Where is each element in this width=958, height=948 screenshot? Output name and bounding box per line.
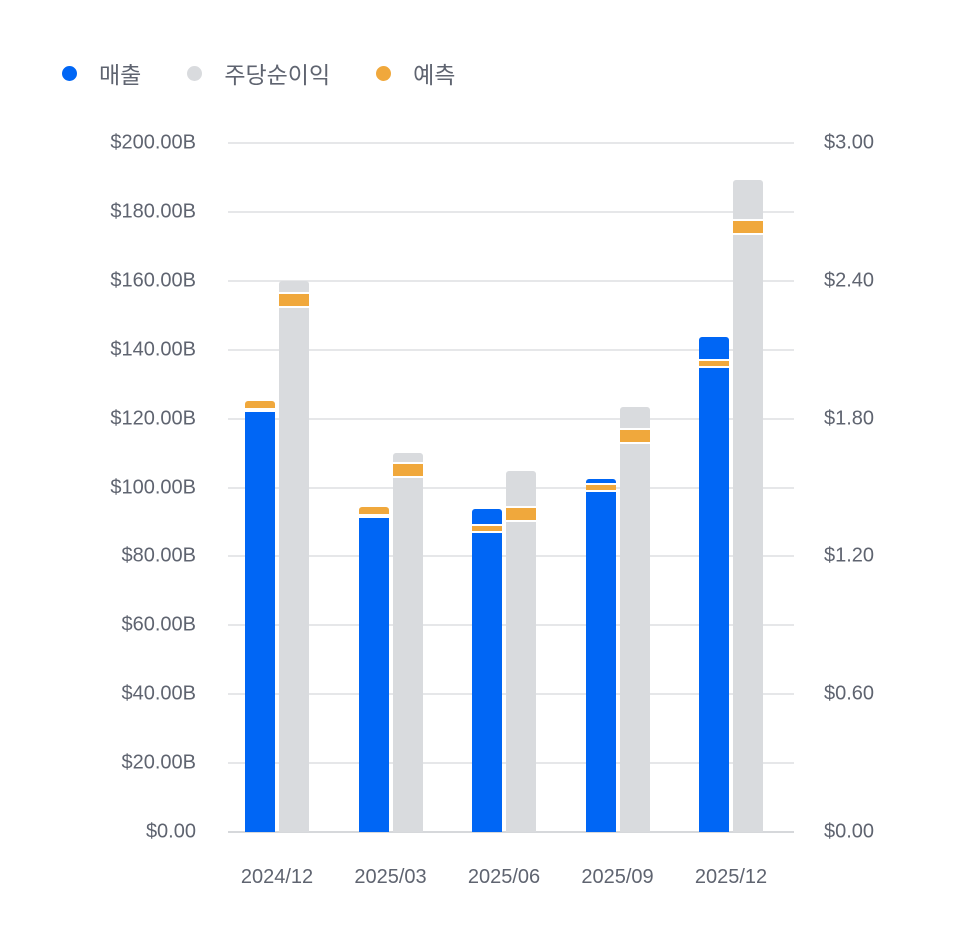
y-axis-right-tick: $0.60: [824, 682, 875, 705]
forecast-segment: [279, 294, 309, 307]
revenue-bar[interactable]: [585, 478, 616, 832]
bar-segment: [585, 478, 616, 483]
gridline: [228, 142, 794, 144]
revenue-bar[interactable]: [358, 507, 389, 832]
bar-segment: [392, 453, 423, 463]
y-axis-left-tick: $160.00B: [110, 269, 196, 292]
y-axis-left-tick: $40.00B: [121, 682, 196, 705]
legend-label: 예측: [413, 63, 456, 89]
bar-segment: [699, 367, 729, 832]
legend-label: 주당순이익: [224, 63, 331, 89]
bar-segment: [619, 443, 650, 832]
revenue-bar[interactable]: [245, 401, 275, 832]
forecast-segment: [619, 429, 650, 442]
forecast-segment: [392, 464, 423, 476]
eps-bar[interactable]: [392, 453, 423, 832]
forecast-segment: [699, 361, 729, 366]
bar-segment: [472, 508, 502, 524]
bar-segment: [619, 407, 650, 428]
y-axis-right-tick: $0.00: [824, 820, 875, 843]
eps-bar[interactable]: [733, 179, 763, 832]
y-axis-left-tick: $20.00B: [121, 751, 196, 774]
revenue-bar[interactable]: [472, 508, 502, 832]
y-axis-right-tick: $1.80: [824, 407, 875, 430]
x-axis-tick: 2025/12: [694, 866, 768, 888]
y-axis-left-tick: $60.00B: [121, 613, 196, 636]
bar-segment: [699, 336, 729, 359]
legend-label: 매출: [99, 63, 142, 89]
eps-bar[interactable]: [506, 471, 536, 832]
bar-segment: [279, 280, 309, 293]
y-axis-right-tick: $2.40: [824, 269, 875, 292]
bar-segment: [506, 521, 536, 832]
legend-dot-icon: [187, 65, 203, 81]
y-axis-left-tick: $180.00B: [110, 200, 196, 223]
y-axis-left-tick: $80.00B: [121, 544, 196, 567]
eps-bar[interactable]: [279, 280, 309, 832]
bar-segment: [279, 308, 309, 832]
legend-item-revenue[interactable]: 매출: [62, 56, 141, 90]
gridline: [228, 210, 794, 213]
forecast-segment: [358, 507, 389, 514]
legend-item-forecast[interactable]: 예측: [376, 56, 455, 90]
chart-legend: 매출 주당순이익 예측: [62, 56, 501, 90]
y-axis-left-tick: $100.00B: [110, 476, 196, 498]
x-axis-line: [228, 831, 794, 833]
y-axis-right-tick: $1.20: [824, 544, 875, 567]
bar-segment: [506, 471, 536, 506]
bar-segment: [245, 411, 275, 832]
forecast-segment: [245, 401, 275, 408]
eps-bar[interactable]: [619, 407, 650, 832]
legend-item-eps[interactable]: 주당순이익: [187, 56, 330, 90]
gridline: [228, 417, 794, 420]
forecast-segment: [472, 526, 502, 531]
bar-segment: [392, 478, 423, 832]
legend-dot-icon: [62, 65, 77, 81]
bar-segment: [733, 234, 763, 832]
y-axis-left-tick: $120.00B: [110, 407, 196, 430]
x-axis-tick: 2024/12: [240, 866, 314, 888]
gridline: [228, 279, 794, 282]
y-axis-right-tick: $3.00: [824, 131, 875, 154]
bar-segment: [358, 518, 389, 832]
gridline: [228, 348, 794, 351]
forecast-segment: [733, 220, 763, 233]
x-axis-tick: 2025/06: [467, 866, 541, 888]
bar-segment: [733, 179, 763, 219]
y-axis-left-tick: $140.00B: [110, 338, 196, 361]
y-axis-left-tick: $0.00: [145, 820, 196, 843]
legend-dot-icon: [376, 65, 392, 81]
x-axis-tick: 2025/03: [354, 866, 427, 888]
y-axis-left-tick: $200.00B: [110, 131, 196, 154]
forecast-segment: [585, 485, 616, 490]
bar-segment: [472, 532, 502, 832]
forecast-segment: [506, 507, 536, 520]
revenue-bar[interactable]: [699, 336, 729, 832]
x-axis-tick: 2025/09: [581, 866, 654, 888]
bar-segment: [585, 491, 616, 832]
